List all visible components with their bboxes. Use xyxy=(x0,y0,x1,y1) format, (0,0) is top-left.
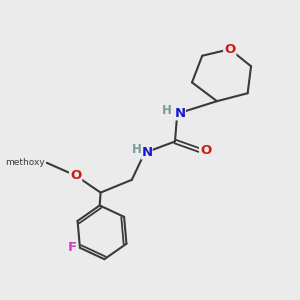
Text: N: N xyxy=(141,146,152,159)
Text: F: F xyxy=(68,241,76,254)
Text: H: H xyxy=(132,143,142,156)
Text: methoxy: methoxy xyxy=(5,158,45,167)
Text: O: O xyxy=(224,43,236,56)
Text: N: N xyxy=(175,107,186,120)
Text: O: O xyxy=(70,169,81,182)
Text: O: O xyxy=(200,144,211,157)
Text: H: H xyxy=(162,104,172,117)
